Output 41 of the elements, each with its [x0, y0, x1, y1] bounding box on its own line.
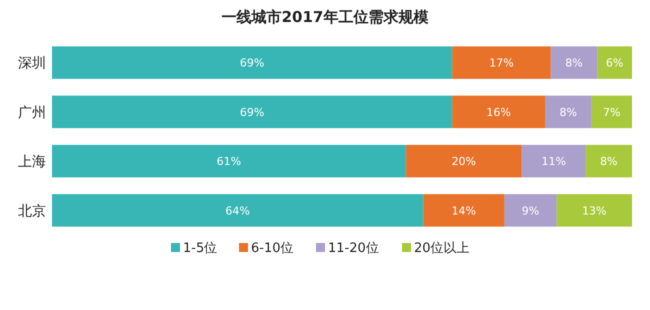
legend-label: 20位以上	[414, 241, 470, 256]
bar	[452, 46, 551, 79]
data-label: 61%	[216, 155, 242, 168]
data-label: 8%	[559, 106, 577, 119]
bar	[545, 96, 592, 128]
bar	[586, 144, 632, 178]
bar	[423, 194, 504, 227]
data-label: 69%	[240, 106, 264, 119]
y-tick-label: 广州	[18, 104, 46, 121]
bar	[52, 46, 452, 79]
legend-label: 6-10位	[251, 241, 294, 256]
bar	[406, 144, 522, 178]
data-label: 13%	[582, 204, 607, 218]
bar	[556, 194, 632, 227]
data-label: 11%	[541, 155, 566, 168]
y-tick-label: 深圳	[18, 56, 46, 72]
data-label: 14%	[452, 204, 476, 218]
data-label: 8%	[565, 56, 583, 70]
legend-label: 1-5位	[183, 241, 218, 256]
data-label: 7%	[602, 106, 620, 119]
bar	[522, 144, 586, 178]
bar	[597, 46, 632, 79]
bar	[52, 194, 424, 227]
data-label: 64%	[225, 204, 250, 218]
data-label: 17%	[489, 56, 514, 70]
bar	[591, 96, 632, 128]
bar	[452, 96, 545, 128]
bar	[550, 46, 598, 79]
bar	[504, 194, 557, 227]
bar	[52, 96, 452, 128]
data-label: 20%	[452, 155, 476, 168]
data-label: 69%	[240, 56, 264, 70]
data-label: 8%	[600, 155, 618, 168]
legend-label: 11-20位	[328, 241, 379, 256]
data-label: 9%	[522, 204, 540, 218]
y-tick-label: 上海	[18, 154, 46, 170]
y-tick-label: 北京	[18, 203, 46, 220]
bar	[52, 144, 406, 178]
data-label: 16%	[486, 106, 511, 119]
chart-title: 一线城市2017年工位需求规模	[222, 8, 430, 26]
data-label: 6%	[606, 56, 624, 70]
